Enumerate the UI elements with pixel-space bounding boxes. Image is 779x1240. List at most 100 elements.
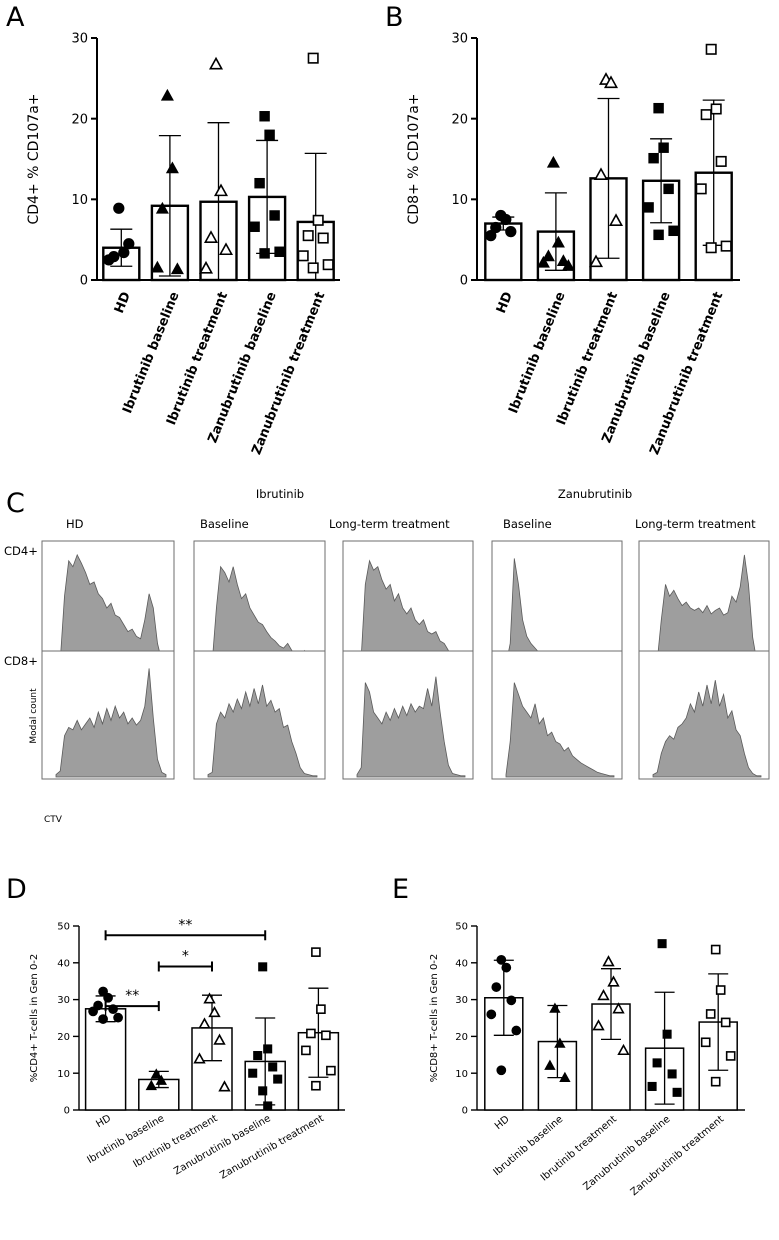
data-point <box>98 986 108 997</box>
data-point <box>705 1009 716 1019</box>
data-point <box>165 161 179 174</box>
data-point <box>306 1028 316 1039</box>
y-tick-label: 10 <box>451 193 468 208</box>
group-label-zanubrutinib: Zanubrutinib <box>558 487 632 501</box>
data-point <box>559 1071 571 1082</box>
data-point <box>667 1069 677 1079</box>
data-point <box>588 254 604 268</box>
data-point <box>715 985 726 995</box>
data-point <box>263 1044 273 1054</box>
data-point <box>198 260 214 274</box>
y-tick-label: 40 <box>455 958 468 969</box>
y-axis-title: CD8+ % CD107a+ <box>406 94 422 225</box>
data-point <box>653 102 664 114</box>
x-category-label: Zanubrutinib baseline <box>172 1113 272 1177</box>
data-point <box>150 1068 162 1079</box>
y-tick-label: 0 <box>64 1106 70 1117</box>
y-tick-label: 0 <box>462 1106 468 1117</box>
y-tick-label: 40 <box>57 958 70 969</box>
data-point <box>603 75 619 89</box>
x-category-label: HD <box>112 290 134 316</box>
data-point <box>705 43 717 55</box>
data-point <box>253 1051 263 1061</box>
data-point <box>544 1059 556 1070</box>
data-point <box>198 1017 211 1029</box>
y-tick-label: 10 <box>455 1069 468 1080</box>
panel-letter-d: D <box>6 874 27 905</box>
significance-label: ** <box>178 917 192 933</box>
data-point <box>145 1079 157 1091</box>
data-point <box>259 111 270 122</box>
panel-letter-b: B <box>385 2 404 33</box>
y-axis-title: %CD4+ T-cells in Gen 0-2 <box>29 954 40 1083</box>
data-point <box>658 142 669 153</box>
histogram-profile <box>652 554 762 668</box>
data-point <box>311 1080 321 1091</box>
data-point <box>506 995 517 1006</box>
data-point <box>103 254 115 266</box>
data-point <box>608 213 624 227</box>
data-point <box>536 255 550 268</box>
x-category-label: HD <box>493 1114 512 1132</box>
histogram-profile <box>55 553 167 668</box>
data-point <box>505 225 517 238</box>
x-category-label: Zanubrutinib baseline <box>581 1114 672 1193</box>
data-point <box>491 982 502 992</box>
panel-letter-e: E <box>392 874 409 905</box>
data-point <box>208 56 224 70</box>
x-category-label: Zanubrutinib treatment <box>629 1114 726 1198</box>
data-point <box>208 1005 221 1018</box>
data-point <box>653 229 664 241</box>
data-point <box>268 1062 278 1072</box>
data-point <box>549 1002 561 1013</box>
histogram-row-label: CD8+ <box>4 654 38 668</box>
data-point <box>160 88 174 101</box>
histogram-column-label: Long-term treatment <box>329 517 450 531</box>
data-point <box>193 1052 206 1064</box>
bar <box>84 1008 127 1111</box>
data-point <box>113 202 125 214</box>
data-point <box>490 221 502 234</box>
histogram-y-axis-label: Modal count <box>29 688 39 744</box>
data-point <box>715 155 727 167</box>
histogram-profile <box>207 684 318 778</box>
data-point <box>321 1030 331 1041</box>
data-point <box>269 210 280 221</box>
data-point <box>546 155 560 168</box>
data-point <box>258 962 268 972</box>
histogram-column-label: Long-term treatment <box>635 517 756 531</box>
data-point <box>652 1058 662 1068</box>
data-point <box>302 230 314 242</box>
data-point <box>602 955 615 967</box>
data-point <box>98 1014 108 1024</box>
data-point <box>103 992 113 1003</box>
y-tick-label: 30 <box>451 32 468 47</box>
y-tick-label: 30 <box>57 995 70 1006</box>
data-point <box>501 962 512 973</box>
data-point <box>486 1009 497 1020</box>
y-tick-label: 20 <box>71 112 88 127</box>
y-tick-label: 20 <box>451 112 468 127</box>
y-tick-label: 0 <box>80 274 88 289</box>
data-point <box>322 259 334 271</box>
data-point <box>248 1068 258 1078</box>
data-point <box>301 1045 311 1056</box>
data-point <box>561 259 575 271</box>
data-point <box>720 1017 731 1028</box>
y-tick-label: 50 <box>455 922 468 933</box>
x-category-label: Ibrutinib baseline <box>506 290 569 416</box>
histogram-profile <box>505 682 615 778</box>
data-point <box>662 1029 672 1039</box>
data-point <box>663 183 674 195</box>
data-point <box>273 1074 283 1084</box>
x-category-label: HD <box>94 1113 113 1130</box>
data-point <box>720 240 732 252</box>
data-point <box>258 1086 268 1096</box>
histogram-profile <box>652 680 762 778</box>
histogram-profile <box>356 676 466 778</box>
data-point <box>213 1033 226 1045</box>
data-point <box>307 52 319 64</box>
